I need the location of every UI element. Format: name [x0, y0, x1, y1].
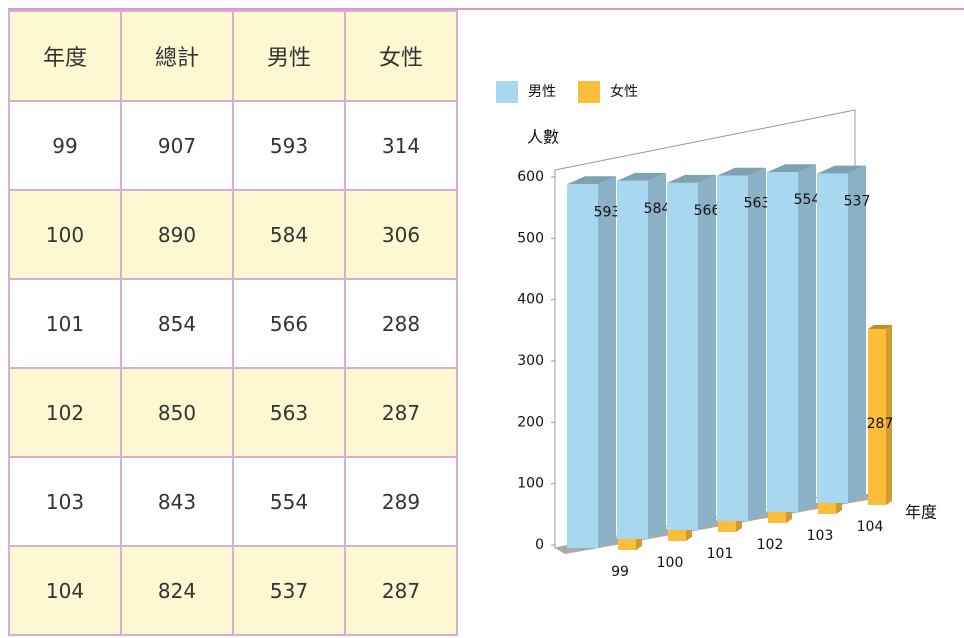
table-row: 104 824 537 287	[8, 545, 458, 636]
legend-label: 女性	[610, 83, 638, 100]
table-cell: 566	[232, 278, 346, 369]
x-tick-label: 99	[611, 564, 629, 580]
x-tick-label: 101	[707, 546, 734, 562]
data-table: 年度 總計 男性 女性 99 907 593 314 100 890 584 306 101 854 566…	[8, 10, 458, 636]
legend-swatch	[496, 81, 518, 103]
table-cell: 女性	[344, 10, 458, 102]
table-cell: 854	[120, 278, 234, 369]
x-tick-label: 102	[757, 537, 784, 553]
table-cell: 584	[232, 189, 346, 280]
bar	[817, 173, 848, 503]
table-cell: 314	[344, 100, 458, 191]
table-cell: 289	[344, 456, 458, 547]
table-cell: 102	[8, 367, 122, 458]
table-cell: 104	[8, 545, 122, 636]
x-tick-label: 100	[657, 555, 684, 571]
table-cell: 年度	[8, 10, 122, 102]
table-row: 101 854 566 288	[8, 278, 458, 369]
bar-top	[567, 176, 616, 185]
table-row: 102 850 563 287	[8, 367, 458, 458]
value-label: 554	[794, 192, 821, 208]
bar-side	[886, 324, 892, 505]
bar	[667, 182, 698, 530]
y-tick-label: 0	[535, 537, 544, 553]
table-cell: 850	[120, 367, 234, 458]
y-tick-label: 600	[517, 169, 544, 185]
x-tick-label: 104	[857, 519, 884, 535]
y-tick-label: 100	[517, 476, 544, 492]
bar-top	[717, 167, 766, 176]
table-cell: 總計	[120, 10, 234, 102]
bar-side	[598, 176, 616, 548]
value-label: 537	[844, 194, 871, 210]
value-label: 287	[867, 416, 894, 432]
bar-top	[868, 324, 892, 329]
table-row: 103 843 554 289	[8, 456, 458, 547]
y-tick-label: 300	[517, 353, 544, 369]
table-row: 年度 總計 男性 女性	[8, 10, 458, 102]
table-cell: 907	[120, 100, 234, 191]
bar	[767, 172, 798, 513]
table-cell: 101	[8, 278, 122, 369]
table-cell: 103	[8, 456, 122, 547]
bar	[717, 175, 748, 521]
table-cell: 537	[232, 545, 346, 636]
y-tick-label: 200	[517, 414, 544, 430]
bar-top	[617, 172, 666, 181]
y-axis-label: 人數	[527, 128, 559, 147]
legend-swatch	[578, 81, 600, 103]
table-cell: 99	[8, 100, 122, 191]
y-tick-label: 500	[517, 230, 544, 246]
bar-top	[767, 164, 816, 173]
table-cell: 男性	[232, 10, 346, 102]
y-tick-label: 400	[517, 292, 544, 308]
table-cell: 554	[232, 456, 346, 547]
value-label: 584	[644, 201, 671, 217]
x-tick-label: 103	[807, 528, 834, 544]
bar-side	[848, 165, 866, 503]
table-cell: 890	[120, 189, 234, 280]
table-cell: 563	[232, 367, 346, 458]
table-cell: 843	[120, 456, 234, 547]
bar-side	[798, 164, 816, 513]
table-cell: 593	[232, 100, 346, 191]
value-label: 563	[744, 196, 771, 212]
table-cell: 288	[344, 278, 458, 369]
table-cell: 287	[344, 367, 458, 458]
value-label: 593	[594, 204, 621, 220]
bar-side	[648, 172, 666, 539]
table-cell: 824	[120, 545, 234, 636]
bar-side	[698, 174, 716, 530]
table-cell: 100	[8, 189, 122, 280]
table-row: 99 907 593 314	[8, 100, 458, 191]
legend-label: 男性	[528, 84, 556, 100]
bar	[868, 328, 886, 505]
top-border	[8, 8, 964, 10]
x-axis-label: 年度	[905, 503, 937, 522]
table-row: 100 890 584 306	[8, 189, 458, 280]
bar	[617, 180, 648, 539]
bar	[567, 184, 598, 548]
bar-side	[748, 167, 766, 521]
value-label: 566	[694, 203, 721, 219]
bar-top	[817, 165, 866, 174]
table-cell: 287	[344, 545, 458, 636]
bar-top	[667, 174, 716, 183]
table-cell: 306	[344, 189, 458, 280]
